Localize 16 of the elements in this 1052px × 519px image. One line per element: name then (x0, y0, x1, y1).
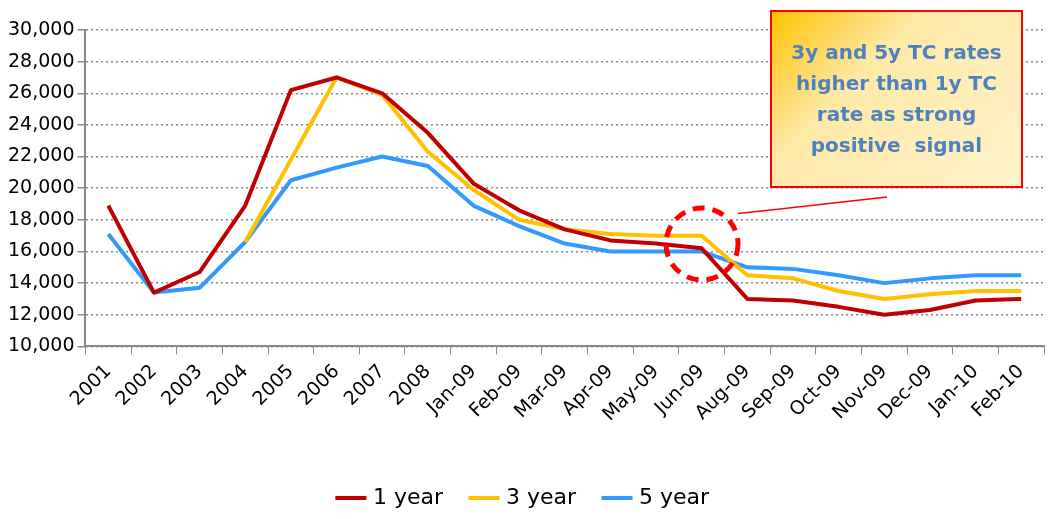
y-tick-label: 22,000 (8, 143, 75, 166)
y-tick-label: 18,000 (8, 206, 75, 229)
y-tick-label: 16,000 (8, 238, 75, 261)
legend-label: 3 year (505, 483, 577, 509)
y-tick-label: 28,000 (8, 48, 75, 71)
legend-label: 1 year (372, 483, 444, 509)
legend-label: 5 year (639, 483, 711, 509)
y-tick-label: 24,000 (8, 111, 75, 134)
annotation: 3y and 5y TC rates higher than 1y TC rate as strong positive signal (790, 39, 1003, 159)
y-tick-label: 26,000 (8, 80, 75, 103)
y-tick-label: 20,000 (8, 175, 75, 198)
callout-box: 3y and 5y TC rates higher than 1y TC rate as strong positive signal (770, 10, 1023, 188)
y-tick-label: 12,000 (8, 301, 75, 324)
y-tick-label: 30,000 (8, 16, 75, 39)
y-tick-label: 14,000 (8, 270, 75, 293)
y-tick-label: 10,000 (8, 333, 75, 356)
